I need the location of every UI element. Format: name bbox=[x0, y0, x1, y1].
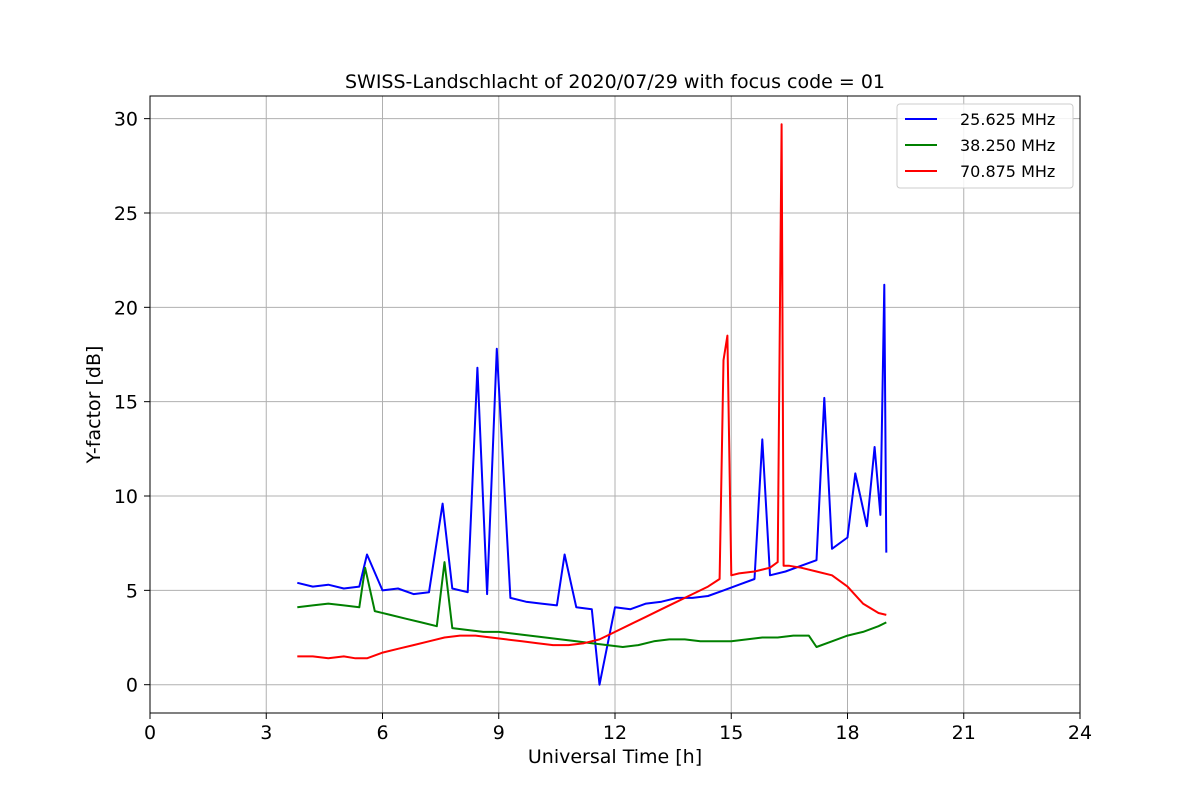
x-tick-label: 18 bbox=[835, 722, 859, 744]
legend-label-3: 70.875 MHz bbox=[960, 162, 1055, 181]
y-tick-label: 0 bbox=[126, 675, 138, 697]
y-tick-label: 25 bbox=[114, 203, 138, 225]
x-axis-label: Universal Time [h] bbox=[528, 746, 702, 768]
y-tick-label: 15 bbox=[114, 392, 138, 414]
x-tick-label: 24 bbox=[1068, 722, 1092, 744]
x-tick-label: 9 bbox=[493, 722, 505, 744]
y-axis-label: Y-factor [dB] bbox=[83, 346, 105, 465]
y-tick-label: 5 bbox=[126, 580, 138, 602]
x-tick-label: 21 bbox=[952, 722, 976, 744]
x-tick-label: 15 bbox=[719, 722, 743, 744]
legend-label-1: 25.625 MHz bbox=[960, 110, 1055, 129]
legend-box bbox=[896, 103, 1074, 189]
legend-label-2: 38.250 MHz bbox=[960, 136, 1055, 155]
y-tick-label: 20 bbox=[114, 297, 138, 319]
y-tick-label: 30 bbox=[114, 109, 138, 131]
x-tick-label: 3 bbox=[260, 722, 272, 744]
x-tick-label: 6 bbox=[376, 722, 388, 744]
ticks: 0 3 6 9 12 15 18 21 24 0 5 10 15 20 25 30 bbox=[114, 109, 1092, 744]
y-tick-label: 10 bbox=[114, 486, 138, 508]
series-layer bbox=[297, 123, 888, 686]
chart-title: SWISS-Landschlacht of 2020/07/29 with fo… bbox=[345, 71, 885, 93]
series-line-3 bbox=[297, 123, 887, 660]
legend: 25.625 MHz 38.250 MHz 70.875 MHz bbox=[896, 103, 1074, 189]
x-tick-label: 0 bbox=[144, 722, 156, 744]
x-tick-label: 12 bbox=[603, 722, 627, 744]
